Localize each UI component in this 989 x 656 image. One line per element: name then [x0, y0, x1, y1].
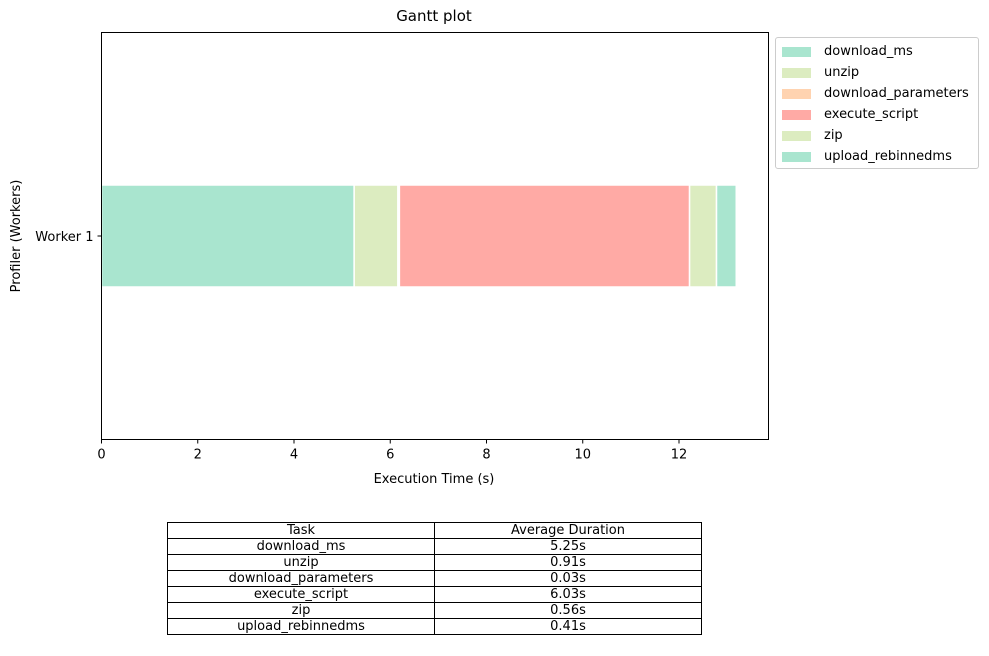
table-row: upload_rebinnedms 0.41s — [167, 618, 702, 635]
gantt-chart: Gantt plot 0 2 4 6 8 10 12 Worker 1 Execution … — [9, 7, 769, 487]
x-tick-label: 0 — [97, 448, 105, 463]
table-header-task: Task — [167, 522, 435, 539]
table-cell-duration: 0.56s — [434, 602, 702, 619]
legend-item: zip — [782, 125, 978, 146]
x-tick-label: 8 — [482, 448, 490, 463]
table-cell-task: download_parameters — [167, 570, 435, 587]
legend-item: download_parameters — [782, 83, 978, 104]
y-axis-label: Profiler (Workers) — [9, 180, 24, 293]
y-tick-label: Worker 1 — [35, 230, 93, 245]
legend-label: execute_script — [824, 106, 919, 122]
table-header-duration: Average Duration — [434, 522, 702, 539]
legend-item: execute_script — [782, 104, 978, 125]
x-tick-label: 10 — [574, 448, 591, 463]
table-row: unzip 0.91s — [167, 554, 702, 571]
legend-item: unzip — [782, 62, 978, 83]
task-duration-table: Task Average Duration download_ms 5.25s u… — [167, 522, 702, 635]
table-cell-task: zip — [167, 602, 435, 619]
chart-title: Gantt plot — [396, 7, 472, 25]
legend-swatch — [782, 46, 811, 57]
x-tick-label: 12 — [671, 448, 688, 463]
bar-execute-script — [398, 184, 691, 288]
x-tick-label: 4 — [290, 448, 298, 463]
y-axis: Worker 1 — [35, 230, 102, 245]
table-cell-duration: 0.91s — [434, 554, 702, 571]
x-axis-label: Execution Time (s) — [374, 472, 495, 487]
legend-label: download_ms — [824, 43, 913, 59]
legend-label: upload_rebinnedms — [824, 148, 952, 164]
legend-label: download_parameters — [824, 85, 969, 101]
table-row: execute_script 6.03s — [167, 586, 702, 603]
table-cell-task: unzip — [167, 554, 435, 571]
legend-label: unzip — [824, 64, 860, 80]
bars-layer — [100, 184, 738, 288]
table-cell-task: download_ms — [167, 538, 435, 555]
table-header-row: Task Average Duration — [167, 522, 702, 539]
legend-swatch — [782, 130, 811, 141]
legend-swatch — [782, 88, 811, 99]
legend-item: download_ms — [782, 41, 978, 62]
table-cell-task: execute_script — [167, 586, 435, 603]
bar-unzip — [353, 184, 399, 288]
table-cell-duration: 0.41s — [434, 618, 702, 635]
x-axis: 0 2 4 6 8 10 12 — [97, 439, 688, 463]
table-cell-duration: 6.03s — [434, 586, 702, 603]
table-cell-task: upload_rebinnedms — [167, 618, 435, 635]
table-cell-duration: 5.25s — [434, 538, 702, 555]
legend-swatch — [782, 151, 811, 162]
legend-label: zip — [824, 127, 843, 143]
table-row: download_parameters 0.03s — [167, 570, 702, 587]
bar-upload-rebinnedms — [715, 184, 738, 288]
table-row: zip 0.56s — [167, 602, 702, 619]
x-tick-label: 2 — [194, 448, 202, 463]
legend-swatch — [782, 109, 811, 120]
table-row: download_ms 5.25s — [167, 538, 702, 555]
bar-download-ms — [100, 184, 355, 288]
table-cell-duration: 0.03s — [434, 570, 702, 587]
bar-zip — [688, 184, 718, 288]
legend-item: upload_rebinnedms — [782, 146, 978, 167]
legend-swatch — [782, 67, 811, 78]
x-tick-label: 6 — [386, 448, 394, 463]
